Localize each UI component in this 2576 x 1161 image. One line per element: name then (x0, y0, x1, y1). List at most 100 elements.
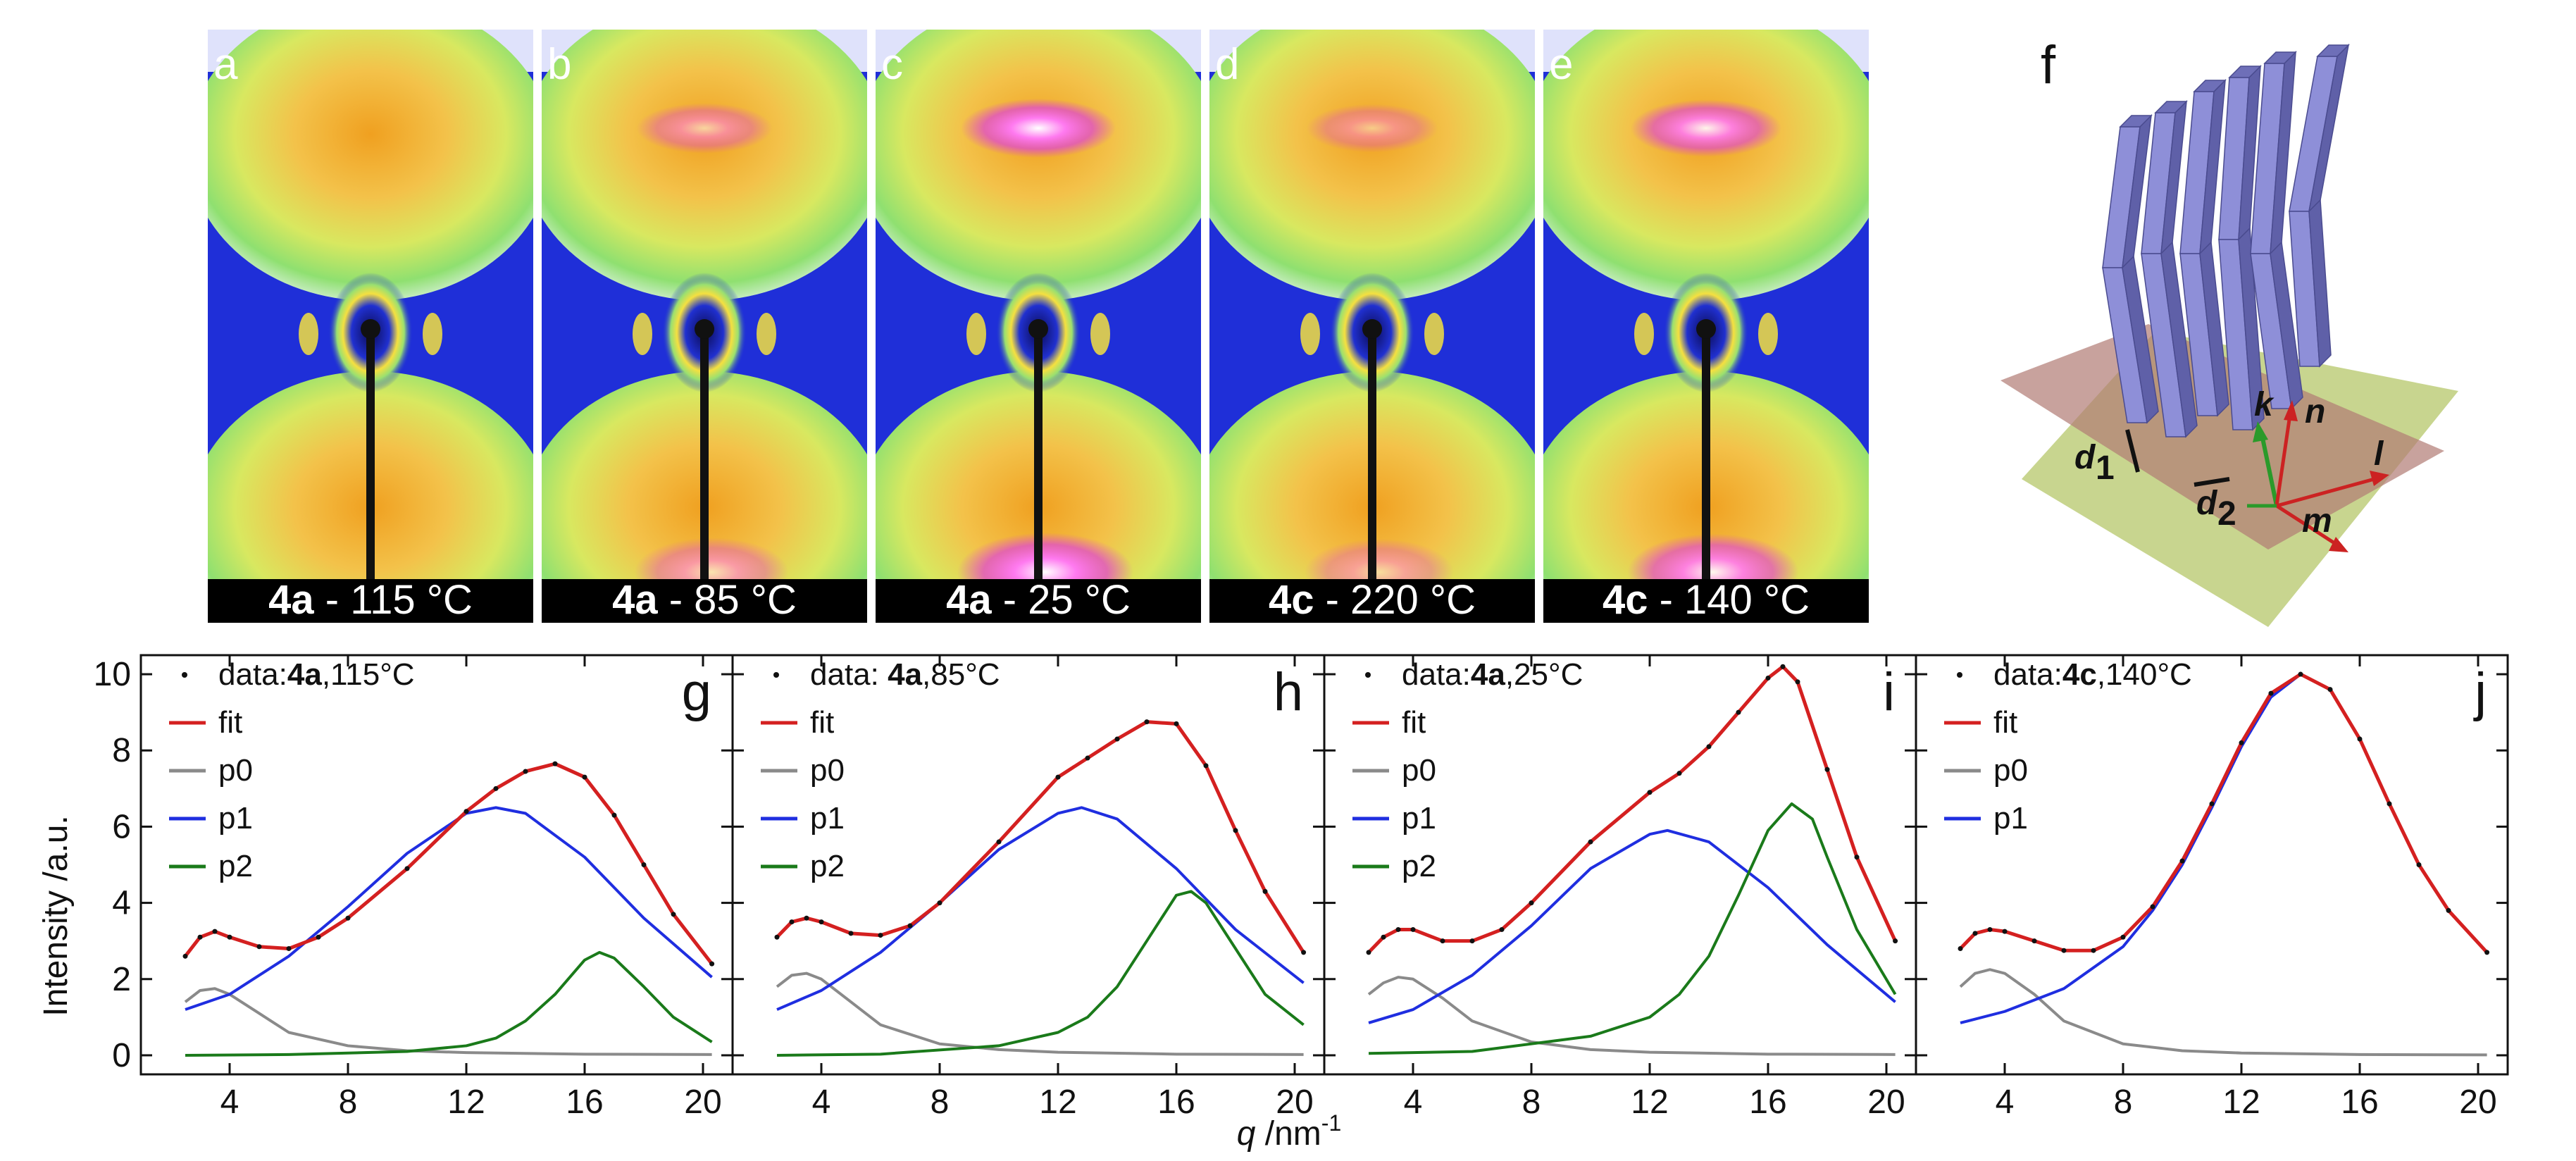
legend-data-marker (1365, 672, 1371, 678)
panel-caption: 4a - 85 °C (612, 577, 797, 623)
x-tick-label: 8 (339, 1084, 358, 1121)
side-reflection-right (757, 313, 776, 355)
series-line-fit (1959, 672, 2489, 954)
x-tick-label: 20 (2459, 1084, 2496, 1121)
y-tick-label: 0 (112, 1037, 131, 1074)
caption-sample: 4c (1269, 577, 1314, 623)
data-point (641, 862, 647, 867)
caption-bar (1543, 579, 1869, 623)
x-tick-label: 16 (566, 1084, 603, 1121)
beamstop-head (1362, 319, 1382, 339)
panel-letter-e: e (1549, 40, 1573, 89)
beamstop (1702, 325, 1710, 623)
caption-temperature: 220 °C (1350, 577, 1476, 623)
y-axis-label: Intensity /a.u. (37, 815, 75, 1017)
data-point (1301, 950, 1307, 955)
x-tick-label: 20 (1867, 1084, 1905, 1121)
data-point (1824, 766, 1830, 772)
data-point (1676, 771, 1682, 776)
x-axis-label-q: q (1237, 1115, 1256, 1153)
side-reflection-right (1424, 313, 1444, 355)
x-tick-label: 4 (812, 1084, 831, 1121)
caption-sample: 4a (946, 577, 992, 623)
data-point (819, 919, 824, 925)
data-point (345, 915, 351, 921)
data-point (1203, 763, 1209, 769)
legend-data-temp: ,115°C (322, 657, 415, 692)
nanorod (2289, 43, 2350, 368)
data-point (1174, 721, 1179, 726)
caption-separator: - (658, 577, 695, 623)
beamstop-head (1028, 319, 1048, 339)
nanorod (2102, 113, 2159, 424)
legend-data-marker (182, 672, 187, 678)
data-point (1780, 664, 1786, 669)
data-point (709, 961, 715, 967)
series-line-p0 (184, 987, 712, 1056)
data-point (1233, 828, 1238, 833)
data-point (2061, 948, 2067, 953)
diffraction-lobe-top (542, 30, 867, 301)
legend-label-p1: p1 (1402, 801, 1436, 836)
side-reflection-right (1758, 313, 1778, 355)
x-tick-label: 16 (1749, 1084, 1786, 1121)
data-point (1647, 790, 1653, 795)
vector-n: n (2275, 393, 2325, 507)
diffraction-lobe-top (208, 30, 533, 301)
beamstop-head (695, 319, 714, 339)
data-point (493, 786, 499, 791)
series-line-p1 (185, 806, 713, 1011)
panel-caption: 4c - 140 °C (1603, 577, 1810, 623)
legend-data-prefix: data: (810, 657, 888, 692)
data-point (1395, 926, 1401, 932)
saxs-panel-b: 4a - 85 °C b (542, 30, 867, 623)
legend-label-p0: p0 (1993, 753, 2028, 788)
data-point (774, 934, 780, 940)
legend-data-prefix: data: (1402, 657, 1471, 692)
legend-data-prefix: data: (1993, 657, 2062, 692)
diffraction-lobe-top (876, 30, 1201, 301)
vector-m: m (2275, 502, 2348, 552)
caption-bar (876, 579, 1201, 623)
data-point (1529, 900, 1534, 906)
data-point (552, 761, 558, 766)
series-line-p1 (776, 806, 1305, 1011)
data-point (2416, 862, 2422, 867)
x-axis-label-unit: /nm (1255, 1115, 1321, 1153)
data-point (1736, 709, 1741, 715)
data-point (2446, 907, 2451, 913)
legend-label-p0: p0 (218, 753, 253, 788)
x-tick-label: 8 (2114, 1084, 2133, 1121)
series-line-fit (1367, 664, 1897, 954)
panel-caption: 4a - 115 °C (268, 577, 473, 623)
data-point (1366, 950, 1371, 955)
panel-letter-h: h (1274, 662, 1303, 722)
data-point (1144, 719, 1150, 725)
x-tick-label: 12 (447, 1084, 485, 1121)
panel-caption: 4a - 25 °C (946, 577, 1131, 623)
data-point (2209, 801, 2215, 807)
nanorod (2218, 65, 2265, 431)
x-tick-label: 20 (1276, 1084, 1313, 1121)
data-point (1055, 774, 1061, 780)
data-point (2357, 736, 2363, 742)
caption-temperature: 85 °C (694, 577, 797, 623)
intensity-maximum-top (1631, 99, 1781, 157)
x-tick-label: 12 (1631, 1084, 1668, 1121)
data-point (1972, 931, 1978, 936)
saxs-panel-e: 4c - 140 °C e (1543, 30, 1869, 623)
side-reflection-right (423, 313, 442, 355)
beamstop (366, 325, 375, 623)
saxs-panels: 4a - 115 °C a 4a - 85 °C b 4a - 25 °C c 4c - 2… (208, 30, 2458, 627)
legend-data-label: data:4a,115°C (218, 657, 415, 692)
data-point (1381, 934, 1386, 940)
data-point (671, 912, 676, 917)
diffraction-lobe-top (1543, 30, 1869, 301)
legend-label-fit: fit (1993, 705, 2017, 740)
diffraction-lobe-top (1209, 30, 1535, 301)
x-tick-label: 4 (220, 1084, 239, 1121)
data-point (523, 769, 528, 774)
side-reflection-left (299, 313, 318, 355)
legend-label-p2: p2 (218, 849, 253, 883)
caption-temperature: 115 °C (350, 577, 473, 623)
